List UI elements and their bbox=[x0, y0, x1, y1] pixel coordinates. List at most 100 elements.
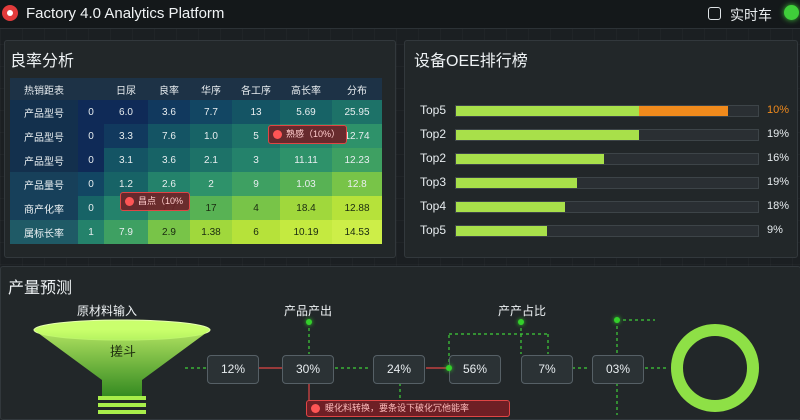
heatmap-cell[interactable]: 11.11 bbox=[280, 148, 332, 172]
heatmap-cell[interactable]: 5.69 bbox=[280, 100, 332, 124]
production-ratio-label: 产产占比 bbox=[498, 304, 547, 318]
yield-heatmap-table: 热销距表 日尿 良率 华序 各工序 高长率 分布 产品型号 0 6.0 3.6 7.7 13 5.69 2… bbox=[10, 78, 382, 244]
tooltip-text: 熟感（10%） bbox=[286, 129, 341, 139]
realtime-toggle-icon[interactable] bbox=[708, 7, 721, 20]
heatmap-cell[interactable]: 3.1 bbox=[104, 148, 148, 172]
heatmap-column-header: 各工序 bbox=[232, 78, 280, 100]
oee-rank-value: 10% bbox=[767, 104, 790, 116]
funnel-label: 搓斗 bbox=[110, 344, 137, 359]
heatmap-cell[interactable]: 12.8 bbox=[332, 172, 382, 196]
raw-material-input-label: 原材料输入 bbox=[77, 304, 138, 318]
heatmap-cell[interactable]: 6.0 bbox=[104, 100, 148, 124]
heatmap-cell[interactable]: 2.1 bbox=[190, 148, 232, 172]
heatmap-row: 商产化率07.717418.412.88 bbox=[10, 196, 382, 220]
heatmap-cell[interactable]: 25.95 bbox=[332, 100, 382, 124]
heatmap-cell[interactable]: 1.38 bbox=[190, 220, 232, 244]
oee-rank-bar bbox=[456, 154, 604, 164]
heatmap-cell[interactable]: 0 bbox=[78, 124, 104, 148]
oee-ranking-panel bbox=[404, 40, 798, 258]
oee-rank-row[interactable]: Top2 19% bbox=[420, 126, 790, 142]
flow-node-3[interactable]: 24% bbox=[373, 355, 425, 384]
flow-indicator-dot bbox=[518, 319, 524, 325]
realtime-label[interactable]: 实时车 bbox=[730, 7, 772, 23]
forecast-panel-title: 产量预测 bbox=[8, 280, 73, 297]
heatmap-row-label: 产品型号 bbox=[10, 100, 78, 124]
heatmap-cell[interactable]: 4 bbox=[232, 196, 280, 220]
heatmap-cell[interactable]: 13 bbox=[232, 100, 280, 124]
flow-indicator-dot bbox=[614, 317, 620, 323]
heatmap-cell[interactable]: 17 bbox=[190, 196, 232, 220]
heatmap-cell[interactable]: 2.9 bbox=[148, 220, 190, 244]
oee-rank-row[interactable]: Top4 18% bbox=[420, 198, 790, 214]
heatmap-cell[interactable]: 14.53 bbox=[332, 220, 382, 244]
oee-rank-bar-track bbox=[455, 129, 759, 141]
heatmap-column-header: 日尿 bbox=[104, 78, 148, 100]
heatmap-cell[interactable]: 2 bbox=[190, 172, 232, 196]
warning-icon bbox=[273, 130, 282, 139]
heatmap-row: 产品型号 0 3.1 3.6 2.1 3 11.11 12.23 bbox=[10, 148, 382, 172]
heatmap-row-label: 产品型号 bbox=[10, 124, 78, 148]
flow-node-1[interactable]: 12% bbox=[207, 355, 259, 384]
heatmap-cell[interactable]: 0 bbox=[78, 196, 104, 220]
oee-rank-bar bbox=[456, 178, 577, 188]
oee-rank-bar bbox=[456, 226, 547, 236]
heatmap-column-header: 分布 bbox=[332, 78, 382, 100]
flow-node-6[interactable]: 03% bbox=[592, 355, 644, 384]
oee-rank-bar bbox=[456, 106, 639, 116]
heatmap-row-label: 商产化率 bbox=[10, 196, 78, 220]
forecast-alert-banner[interactable]: 暖化料转换，要条设下破化冗他能率 bbox=[306, 400, 510, 417]
heatmap-row-label: 产品量号 bbox=[10, 172, 78, 196]
flow-indicator-dot bbox=[446, 365, 452, 371]
heatmap-cell[interactable]: 7.9 bbox=[104, 220, 148, 244]
flow-node-2[interactable]: 30% bbox=[282, 355, 334, 384]
oee-rank-label: Top2 bbox=[420, 127, 447, 141]
heatmap-cell[interactable]: 3.6 bbox=[148, 148, 190, 172]
oee-rank-row[interactable]: Top5 10% bbox=[420, 102, 790, 118]
oee-rank-label: Top5 bbox=[420, 223, 447, 237]
heatmap-row: 产品型号 0 6.0 3.6 7.7 13 5.69 25.95 bbox=[10, 100, 382, 124]
heatmap-row-label: 产品型号 bbox=[10, 148, 78, 172]
heatmap-cell[interactable]: 3.6 bbox=[148, 100, 190, 124]
oee-rank-row[interactable]: Top2 16% bbox=[420, 150, 790, 166]
heatmap-row: 产品量号 0 1.2 2.6 2 9 1.03 12.8 bbox=[10, 172, 382, 196]
oee-rank-bar-track bbox=[455, 201, 759, 213]
heatmap-cell[interactable]: 3 bbox=[232, 148, 280, 172]
oee-rank-value: 9% bbox=[767, 224, 783, 236]
heatmap-column-header: 热销距表 bbox=[10, 78, 78, 100]
oee-rank-row[interactable]: Top5 9% bbox=[420, 222, 790, 238]
live-status-icon bbox=[784, 5, 799, 20]
heatmap-cell[interactable]: 0 bbox=[78, 100, 104, 124]
oee-rank-label: Top2 bbox=[420, 151, 447, 165]
oee-rank-bar-track bbox=[455, 105, 759, 117]
heatmap-cell[interactable]: 9 bbox=[232, 172, 280, 196]
oee-rank-label: Top4 bbox=[420, 199, 447, 213]
oee-panel-title: 设备OEE排行榜 bbox=[414, 53, 528, 70]
oee-rank-bar-track bbox=[455, 153, 759, 165]
alert-text: 暖化料转换，要条设下破化冗他能率 bbox=[325, 403, 470, 413]
oee-rank-value: 19% bbox=[767, 176, 790, 188]
heatmap-cell[interactable]: 1.0 bbox=[190, 124, 232, 148]
heatmap-column-header: 高长率 bbox=[280, 78, 332, 100]
heatmap-row-label: 属标长率 bbox=[10, 220, 78, 244]
oee-rank-bar bbox=[456, 130, 639, 140]
heatmap-cell[interactable]: 10.19 bbox=[280, 220, 332, 244]
oee-rank-row[interactable]: Top3 19% bbox=[420, 174, 790, 190]
heatmap-cell[interactable]: 6 bbox=[232, 220, 280, 244]
heatmap-cell[interactable]: 1.03 bbox=[280, 172, 332, 196]
heatmap-cell[interactable]: 7.6 bbox=[148, 124, 190, 148]
heatmap-cell[interactable]: 3.3 bbox=[104, 124, 148, 148]
heatmap-cell[interactable]: 0 bbox=[78, 148, 104, 172]
heatmap-tooltip-1: 熟感（10%） bbox=[268, 125, 348, 144]
flow-node-5[interactable]: 7% bbox=[521, 355, 573, 384]
heatmap-row: 属标长率 1 7.9 2.9 1.38 6 10.19 14.53 bbox=[10, 220, 382, 244]
flow-node-4[interactable]: 56% bbox=[449, 355, 501, 384]
heatmap-cell[interactable]: 0 bbox=[78, 172, 104, 196]
heatmap-cell[interactable]: 12.23 bbox=[332, 148, 382, 172]
oee-rank-label: Top3 bbox=[420, 175, 447, 189]
heatmap-cell[interactable]: 18.4 bbox=[280, 196, 332, 220]
heatmap-cell[interactable]: 7.7 bbox=[190, 100, 232, 124]
product-output-label: 产品产出 bbox=[284, 304, 333, 318]
heatmap-cell[interactable]: 12.88 bbox=[332, 196, 382, 220]
oee-rank-label: Top5 bbox=[420, 103, 447, 117]
heatmap-cell[interactable]: 1 bbox=[78, 220, 104, 244]
